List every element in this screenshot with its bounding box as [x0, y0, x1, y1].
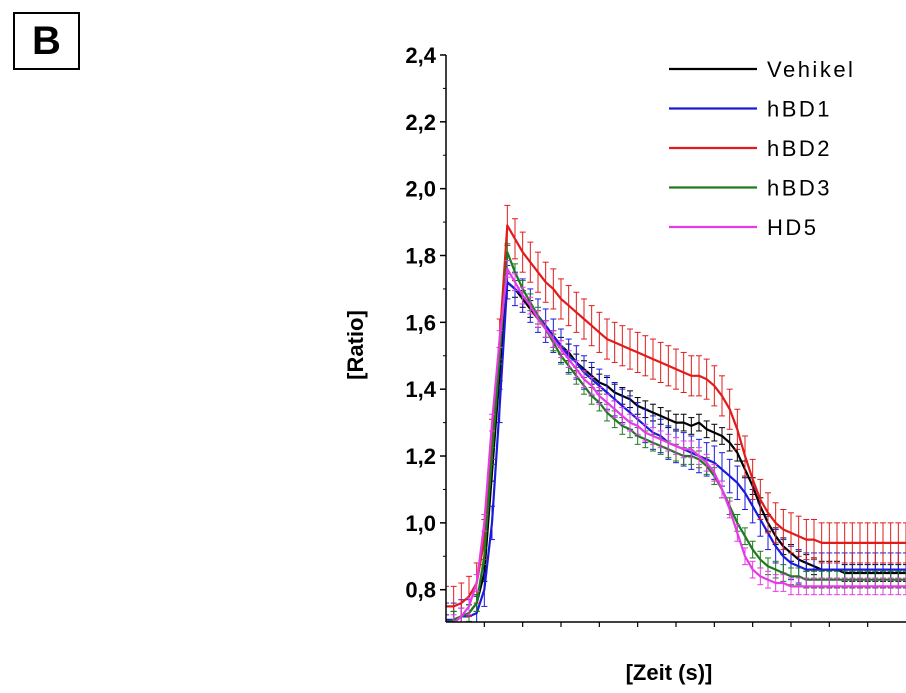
error-bar — [903, 570, 906, 589]
panel-label: B — [13, 12, 80, 70]
error-bar — [446, 602, 449, 622]
x-axis-title: [Zeit (s)] — [626, 660, 713, 685]
y-tick-label: 1,8 — [405, 244, 436, 269]
series-layer — [446, 204, 906, 622]
legend-label: Vehikel — [767, 57, 855, 82]
y-ticks: 0,8 1,0 1,2 1,4 1,6 1,8 2,0 2,2 2,4 — [405, 43, 446, 603]
error-bar — [903, 564, 906, 582]
y-tick-label: 2,0 — [405, 177, 436, 202]
y-tick-label: 2,2 — [405, 110, 436, 135]
legend-label: hBD3 — [767, 176, 832, 201]
x-ticks — [483, 622, 869, 627]
legend-item: hBD1 — [669, 97, 832, 122]
legend: Vehikel hBD1 hBD2 hBD3 HD5 — [669, 57, 855, 240]
error-bar — [446, 585, 449, 622]
legend-label: hBD1 — [767, 97, 832, 122]
error-bar — [450, 614, 457, 622]
y-tick-label: 1,4 — [405, 377, 436, 402]
series-line — [446, 224, 906, 608]
y-tick-label: 1,0 — [405, 511, 436, 536]
legend-label: HD5 — [767, 215, 819, 240]
series-hd5 — [446, 260, 906, 622]
y-axis-title: [Ratio] — [343, 310, 368, 380]
y-tick-label: 1,6 — [405, 310, 436, 335]
y-tick-label: 0,8 — [405, 578, 436, 603]
legend-item: hBD3 — [669, 176, 832, 201]
error-bar — [446, 614, 449, 622]
y-tick-label: 2,4 — [405, 43, 436, 68]
error-bar — [903, 577, 906, 596]
y-tick-label: 1,2 — [405, 444, 436, 469]
error-bar — [903, 522, 906, 564]
legend-item: Vehikel — [669, 57, 855, 82]
legend-item: HD5 — [669, 215, 819, 240]
legend-item: hBD2 — [669, 136, 832, 161]
legend-label: hBD2 — [767, 136, 832, 161]
series-line — [446, 267, 906, 622]
